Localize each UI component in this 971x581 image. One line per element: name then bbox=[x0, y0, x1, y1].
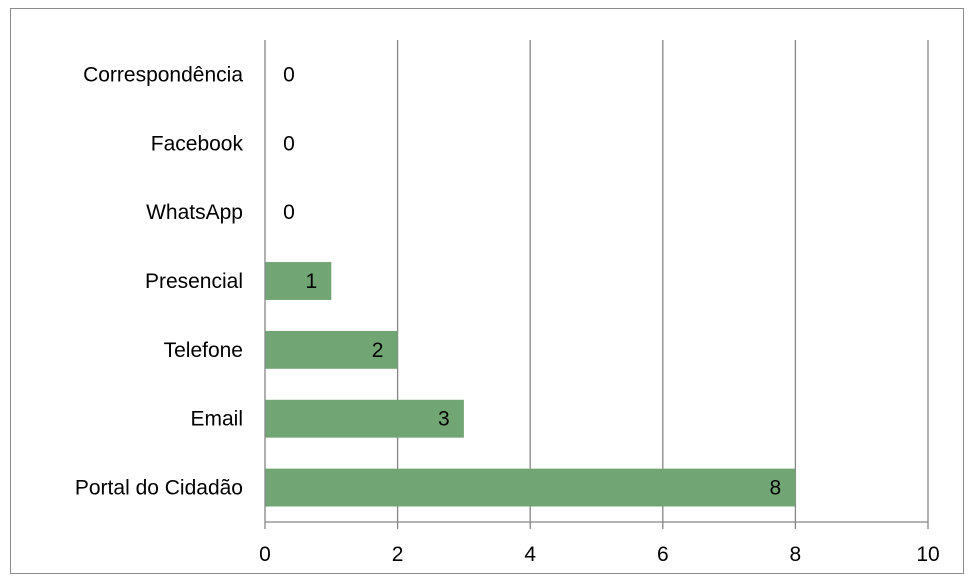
x-tick-label: 4 bbox=[524, 543, 536, 566]
x-tick-label: 8 bbox=[790, 543, 802, 566]
x-tick-label: 6 bbox=[657, 543, 669, 566]
data-label: 0 bbox=[283, 201, 295, 224]
category-label: WhatsApp bbox=[146, 201, 243, 224]
category-labels: Correspondência Facebook WhatsApp Presencia… bbox=[75, 63, 244, 499]
x-tick-label: 10 bbox=[916, 543, 939, 566]
bar bbox=[265, 399, 464, 438]
category-label: Email bbox=[190, 408, 243, 431]
data-label: 0 bbox=[283, 132, 295, 155]
x-tick-label: 2 bbox=[392, 543, 404, 566]
category-label: Telefone bbox=[164, 339, 243, 362]
bar bbox=[265, 468, 796, 507]
category-label: Facebook bbox=[151, 132, 244, 155]
x-tick-label: 0 bbox=[259, 543, 271, 566]
category-label: Presencial bbox=[145, 270, 243, 293]
data-label: 3 bbox=[438, 408, 450, 431]
tick-labels: 0 2 4 6 8 10 bbox=[259, 543, 940, 566]
category-label: Correspondência bbox=[83, 63, 243, 86]
gridlines bbox=[396, 40, 929, 522]
bar bbox=[265, 330, 398, 369]
axes bbox=[264, 40, 929, 529]
data-label: 8 bbox=[770, 477, 782, 500]
bar bbox=[265, 262, 332, 300]
bars bbox=[265, 262, 796, 507]
data-label: 1 bbox=[305, 270, 317, 293]
category-label: Portal do Cidadão bbox=[75, 477, 243, 500]
data-label: 2 bbox=[372, 339, 384, 362]
data-labels: 0 0 0 1 2 3 8 bbox=[283, 63, 781, 499]
data-label: 0 bbox=[283, 63, 295, 86]
